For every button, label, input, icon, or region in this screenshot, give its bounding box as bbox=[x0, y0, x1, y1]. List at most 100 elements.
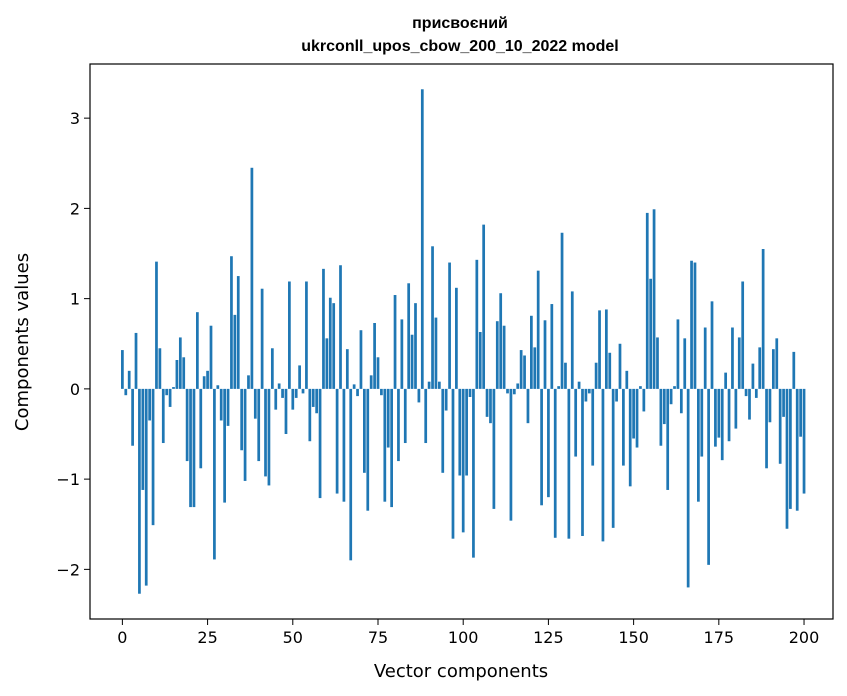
bar-62 bbox=[332, 303, 336, 389]
bar-43 bbox=[267, 388, 271, 486]
bar-153 bbox=[642, 388, 646, 412]
chart-title: присвоєний bbox=[412, 15, 508, 32]
bar-85 bbox=[410, 334, 414, 389]
bar-198 bbox=[795, 388, 799, 511]
bar-141 bbox=[601, 388, 605, 542]
bar-68 bbox=[352, 384, 356, 389]
bar-60 bbox=[325, 338, 329, 389]
bar-53 bbox=[301, 388, 305, 394]
x-tick-label: 25 bbox=[197, 628, 217, 647]
bar-128 bbox=[557, 386, 560, 389]
bar-144 bbox=[611, 388, 615, 528]
bar-8 bbox=[148, 388, 152, 421]
bar-183 bbox=[744, 388, 748, 397]
bar-5 bbox=[138, 388, 141, 594]
bar-155 bbox=[649, 278, 653, 389]
bar-31 bbox=[226, 388, 230, 426]
bar-44 bbox=[270, 348, 274, 389]
bar-177 bbox=[724, 372, 728, 389]
bar-30 bbox=[223, 388, 226, 503]
bar-51 bbox=[294, 388, 298, 398]
x-tick-label: 200 bbox=[789, 628, 820, 647]
bar-10 bbox=[155, 261, 158, 389]
bar-46 bbox=[277, 383, 281, 389]
bar-143 bbox=[608, 352, 612, 389]
y-tick-label: −1 bbox=[56, 470, 80, 489]
bar-52 bbox=[298, 365, 301, 389]
bar-75 bbox=[376, 357, 380, 389]
bar-136 bbox=[584, 388, 588, 402]
bar-172 bbox=[707, 388, 710, 565]
bar-130 bbox=[564, 362, 567, 389]
bar-23 bbox=[199, 388, 203, 469]
bar-163 bbox=[676, 319, 680, 389]
bar-2 bbox=[127, 370, 131, 389]
bar-180 bbox=[734, 388, 738, 429]
y-tick-label: 3 bbox=[70, 109, 80, 128]
bar-191 bbox=[771, 349, 775, 389]
bar-35 bbox=[240, 388, 244, 451]
bar-7 bbox=[144, 388, 148, 586]
bar-123 bbox=[540, 388, 543, 506]
bar-197 bbox=[792, 351, 796, 389]
bar-21 bbox=[192, 388, 196, 508]
bar-200 bbox=[802, 388, 806, 494]
bar-110 bbox=[495, 321, 499, 389]
bar-24 bbox=[202, 376, 206, 389]
bar-87 bbox=[417, 388, 421, 403]
bar-78 bbox=[386, 388, 390, 448]
bar-167 bbox=[690, 260, 693, 389]
bar-133 bbox=[574, 388, 578, 457]
bar-150 bbox=[632, 388, 635, 439]
bar-65 bbox=[342, 388, 346, 502]
bar-72 bbox=[366, 388, 370, 511]
bar-100 bbox=[461, 388, 465, 533]
bar-36 bbox=[243, 388, 247, 481]
y-axis-ticks: −2 −1 0 1 2 3 bbox=[56, 109, 90, 579]
bar-160 bbox=[666, 388, 670, 490]
bar-83 bbox=[403, 388, 407, 444]
bar-39 bbox=[253, 388, 257, 419]
bar-91 bbox=[431, 246, 434, 389]
bar-137 bbox=[587, 388, 591, 394]
bar-19 bbox=[185, 388, 189, 462]
bar-97 bbox=[451, 388, 455, 539]
bars-group bbox=[121, 89, 806, 594]
bar-178 bbox=[727, 388, 731, 442]
bar-81 bbox=[397, 388, 400, 462]
y-tick-label: 0 bbox=[70, 380, 80, 399]
bar-182 bbox=[741, 281, 745, 389]
bar-156 bbox=[652, 209, 656, 389]
bar-113 bbox=[506, 388, 509, 394]
bar-93 bbox=[437, 381, 441, 389]
bar-94 bbox=[441, 388, 445, 473]
bar-18 bbox=[182, 357, 186, 389]
bar-118 bbox=[523, 355, 526, 389]
x-tick-label: 100 bbox=[448, 628, 479, 647]
bar-126 bbox=[550, 304, 554, 389]
bar-120 bbox=[530, 315, 533, 389]
bar-186 bbox=[754, 388, 758, 398]
bar-124 bbox=[543, 320, 547, 389]
bar-114 bbox=[509, 388, 513, 521]
bar-101 bbox=[465, 388, 468, 476]
bar-77 bbox=[383, 388, 387, 502]
bar-135 bbox=[581, 388, 584, 536]
bar-17 bbox=[178, 337, 182, 389]
bar-70 bbox=[359, 330, 363, 389]
bar-103 bbox=[472, 388, 475, 558]
bar-96 bbox=[448, 262, 451, 389]
bar-54 bbox=[305, 281, 308, 389]
bar-173 bbox=[710, 301, 714, 389]
bar-176 bbox=[720, 388, 724, 461]
x-tick-label: 0 bbox=[117, 628, 127, 647]
bar-179 bbox=[731, 327, 734, 389]
x-tick-label: 175 bbox=[704, 628, 735, 647]
bar-196 bbox=[789, 388, 792, 509]
bar-34 bbox=[236, 276, 240, 389]
bar-25 bbox=[206, 370, 209, 389]
bar-22 bbox=[196, 312, 199, 389]
bar-71 bbox=[363, 388, 366, 473]
bar-56 bbox=[311, 388, 315, 407]
bar-16 bbox=[175, 360, 179, 389]
